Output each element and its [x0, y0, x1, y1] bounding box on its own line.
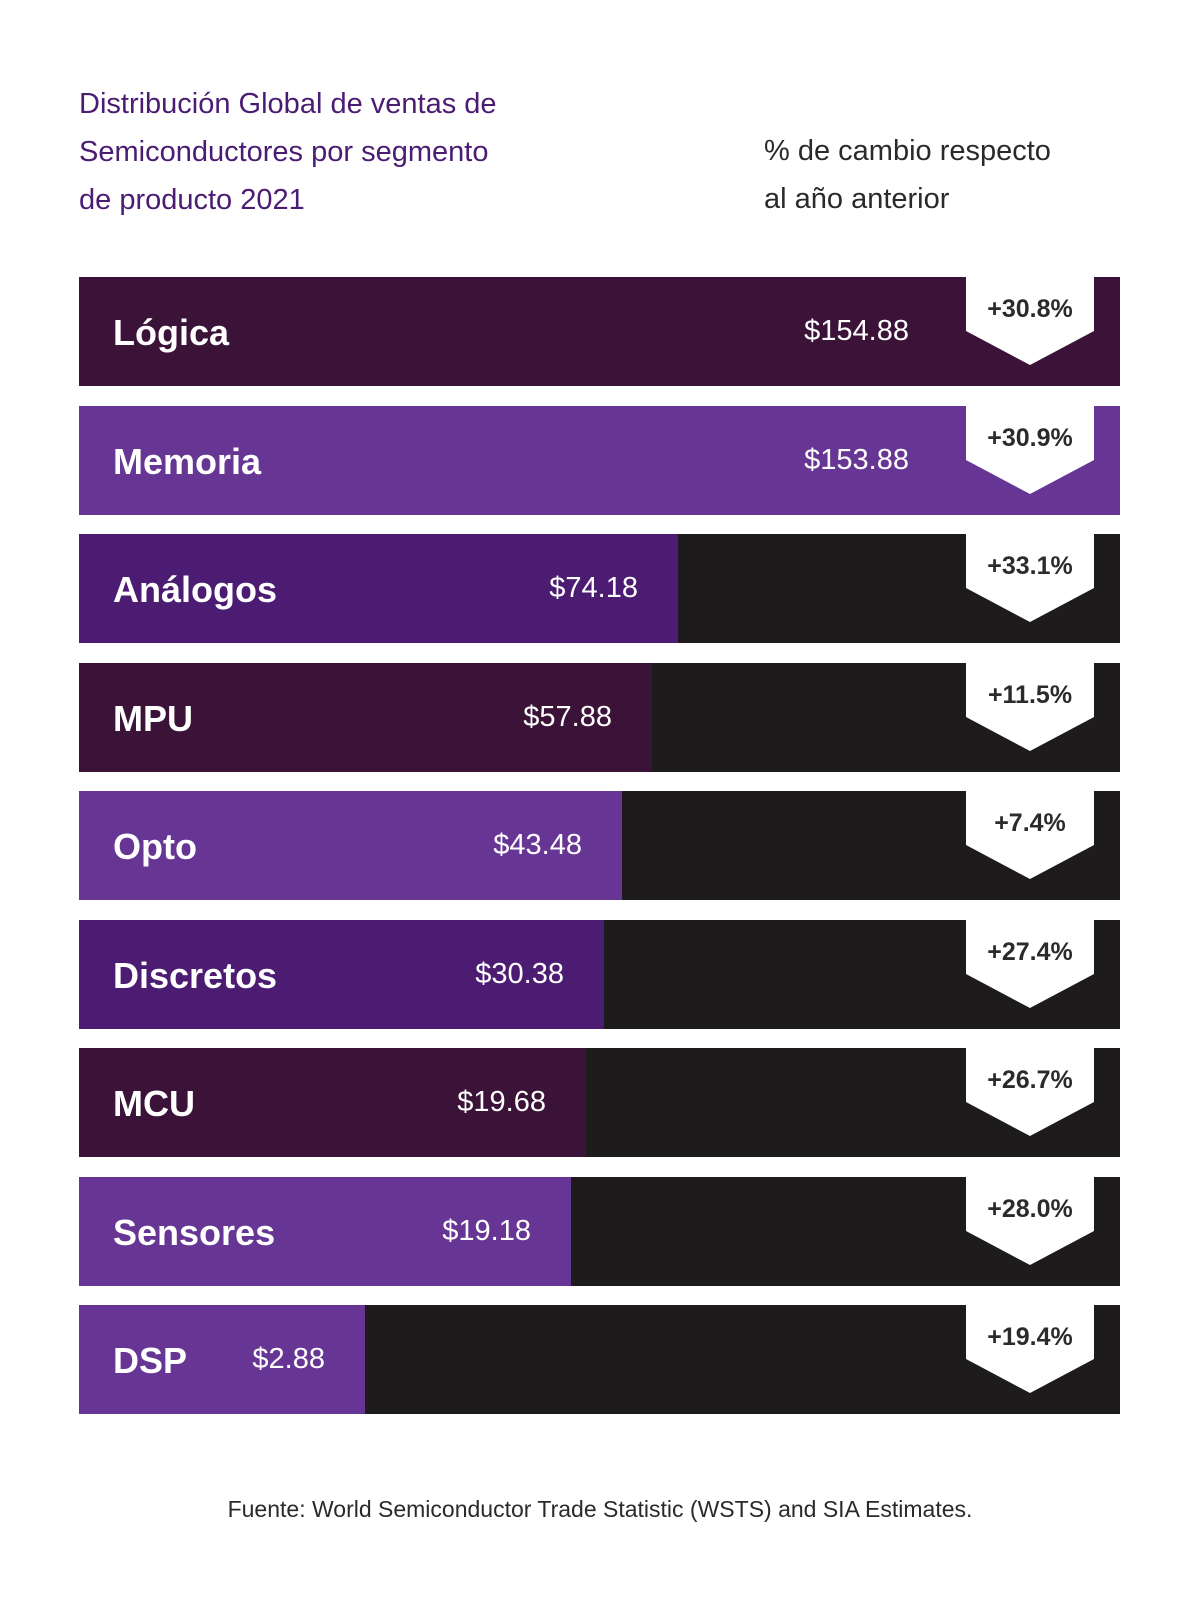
arrow-down-icon	[966, 916, 1094, 1008]
arrow-down-icon	[966, 1044, 1094, 1136]
bar-row: Opto $43.48 +7.4%	[79, 787, 1120, 900]
change-label: +33.1%	[987, 552, 1073, 580]
category-label: MCU	[113, 1083, 195, 1124]
category-label: Análogos	[113, 569, 278, 610]
bar	[79, 1048, 586, 1157]
change-label: +26.7%	[987, 1066, 1073, 1094]
badge-shape	[966, 916, 1094, 1008]
bar-row: Análogos $74.18 +33.1%	[79, 530, 1120, 643]
change-badge: +26.7%	[963, 1044, 1097, 1140]
value-label: $30.38	[475, 958, 564, 990]
value-label: $43.48	[493, 829, 582, 861]
bar-row: MPU $57.88 +11.5%	[79, 659, 1120, 772]
arrow-down-icon	[966, 273, 1094, 365]
bar-chart: Lógica $154.88 +30.8% Memoria $153.88 +30.9% A…	[79, 273, 1120, 1417]
bar-row: Discretos $30.38 +27.4%	[79, 916, 1120, 1029]
category-label: Opto	[113, 826, 197, 867]
value-label: $153.88	[804, 444, 909, 476]
bar	[79, 663, 652, 772]
bar-row: MCU $19.68 +26.7%	[79, 1044, 1120, 1157]
bar	[79, 277, 1120, 386]
chart-title-line: Semiconductores por segmento	[79, 136, 489, 168]
change-badge: +11.5%	[963, 659, 1097, 755]
change-label: +11.5%	[987, 681, 1073, 709]
value-label: $154.88	[804, 315, 909, 347]
category-label: Lógica	[113, 312, 230, 353]
value-label: $2.88	[252, 1343, 325, 1375]
badge-shape	[966, 1173, 1094, 1265]
chart-title: Distribución Global de ventas de Semicon…	[79, 80, 599, 224]
category-label: Memoria	[113, 441, 262, 482]
change-badge: +19.4%	[963, 1301, 1097, 1397]
bar	[79, 791, 622, 900]
change-badge: +7.4%	[963, 787, 1097, 883]
arrow-down-icon	[966, 402, 1094, 494]
badge-shape	[966, 273, 1094, 365]
chart-title-line: Distribución Global de ventas de	[79, 88, 497, 120]
value-label: $19.18	[442, 1215, 531, 1247]
badge-shape	[966, 530, 1094, 622]
bar	[79, 534, 678, 643]
bar	[79, 1305, 365, 1414]
value-label: $74.18	[549, 572, 638, 604]
bar	[79, 1177, 571, 1286]
change-label: +19.4%	[987, 1323, 1073, 1351]
category-label: DSP	[113, 1340, 188, 1381]
arrow-down-icon	[966, 1173, 1094, 1265]
change-label: +30.8%	[987, 295, 1073, 323]
value-label: $57.88	[523, 701, 612, 733]
change-label: +30.9%	[987, 424, 1073, 452]
arrow-down-icon	[966, 1301, 1094, 1393]
badge-shape	[966, 1301, 1094, 1393]
chart-subtitle-line: % de cambio respecto	[764, 135, 1051, 167]
badge-shape	[966, 1044, 1094, 1136]
source-note: Fuente: World Semiconductor Trade Statis…	[227, 1496, 973, 1522]
value-label: $19.68	[457, 1086, 546, 1118]
bar-row: Lógica $154.88 +30.8%	[79, 273, 1120, 386]
bar-row: Memoria $153.88 +30.9%	[79, 402, 1120, 515]
change-badge: +33.1%	[963, 530, 1097, 626]
category-label: MPU	[113, 698, 193, 739]
change-label: +27.4%	[987, 938, 1073, 966]
arrow-down-icon	[966, 530, 1094, 622]
change-badge: +27.4%	[963, 916, 1097, 1012]
change-badge: +30.9%	[963, 402, 1097, 498]
category-label: Discretos	[113, 955, 278, 996]
badge-shape	[966, 787, 1094, 879]
bar	[79, 920, 604, 1029]
change-label: +28.0%	[987, 1195, 1073, 1223]
badge-shape	[966, 659, 1094, 751]
change-label: +7.4%	[994, 809, 1066, 837]
arrow-down-icon	[966, 787, 1094, 879]
arrow-down-icon	[966, 659, 1094, 751]
change-badge: +30.8%	[963, 273, 1097, 369]
bar-row: Sensores $19.18 +28.0%	[79, 1173, 1120, 1286]
badge-shape	[966, 402, 1094, 494]
chart-subtitle-line: al año anterior	[764, 183, 950, 215]
category-label: Sensores	[113, 1212, 276, 1253]
chart-title-line: de producto 2021	[79, 184, 305, 216]
bar	[79, 406, 1120, 515]
bar-row: DSP $2.88 +19.4%	[79, 1301, 1120, 1414]
change-badge: +28.0%	[963, 1173, 1097, 1269]
chart-subtitle: % de cambio respecto al año anterior	[764, 127, 1144, 223]
